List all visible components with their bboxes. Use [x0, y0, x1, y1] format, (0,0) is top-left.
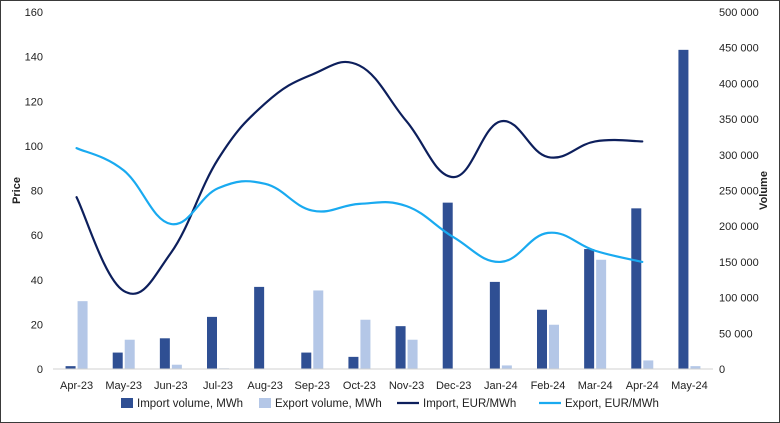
x-tick-label: Nov-23	[389, 380, 424, 392]
bar-import-volume-mwh	[442, 202, 453, 369]
y-left-tick-label: 40	[31, 275, 43, 287]
bar-export-volume-mwh	[77, 301, 88, 369]
y-right-tick-label: 350 000	[719, 114, 759, 126]
bar-import-volume-mwh	[537, 309, 547, 369]
y-right-tick-label: 50 000	[719, 328, 753, 340]
x-tick-label: Apr-24	[626, 380, 659, 392]
bar-export-volume-mwh	[643, 360, 654, 369]
bar-export-volume-mwh	[549, 324, 559, 369]
bar-import-volume-mwh	[65, 366, 76, 369]
x-tick-label: Oct-23	[343, 380, 376, 392]
x-tick-label: Aug-23	[247, 380, 282, 392]
y-left-tick-label: 60	[31, 230, 43, 242]
legend-swatch-export-volume-mwh	[259, 398, 271, 408]
bar-import-volume-mwh	[678, 49, 689, 369]
bar-import-volume-mwh	[584, 249, 595, 369]
x-tick-label: Jan-24	[484, 380, 518, 392]
bar-import-volume-mwh	[112, 352, 123, 369]
y-right-axis-title: Volume	[758, 171, 770, 210]
x-tick-label: Jul-23	[203, 380, 233, 392]
bar-export-volume-mwh	[596, 259, 607, 369]
y-right-tick-label: 100 000	[719, 293, 759, 305]
bar-import-volume-mwh	[301, 352, 312, 369]
bar-import-volume-mwh	[254, 286, 265, 369]
bar-export-volume-mwh	[690, 366, 701, 369]
x-tick-label: May-24	[671, 380, 708, 392]
x-tick-label: Apr-23	[60, 380, 93, 392]
legend-label-export-volume-mwh: Export volume, MWh	[275, 398, 382, 410]
y-right-tick-label: 400 000	[719, 78, 759, 90]
y-right-tick-label: 150 000	[719, 257, 759, 269]
legend-label-import-volume-mwh: Import volume, MWh	[137, 398, 243, 410]
x-tick-label: Dec-23	[436, 380, 471, 392]
legend-label-import-eur-mwh: Import, EUR/MWh	[423, 398, 516, 410]
bar-import-volume-mwh	[631, 208, 642, 369]
y-right-tick-label: 450 000	[719, 43, 759, 55]
bar-import-volume-mwh	[348, 356, 359, 369]
x-tick-label: Jun-23	[154, 380, 188, 392]
line-import-eur-mwh	[75, 60, 644, 295]
bar-export-volume-mwh	[313, 290, 324, 369]
y-left-tick-label: 100	[25, 141, 43, 153]
y-left-tick-label: 120	[25, 96, 43, 108]
x-tick-label: May-23	[105, 380, 142, 392]
bar-import-volume-mwh	[489, 281, 500, 369]
bar-export-volume-mwh	[124, 339, 135, 369]
bar-export-volume-mwh	[501, 365, 512, 369]
bar-import-volume-mwh	[207, 316, 217, 369]
x-tick-label: Mar-24	[578, 380, 613, 392]
y-right-tick-label: 300 000	[719, 150, 759, 162]
y-left-tick-label: 20	[31, 319, 43, 331]
bar-export-volume-mwh	[171, 364, 182, 369]
bar-export-volume-mwh	[407, 339, 418, 369]
y-left-tick-label: 140	[25, 52, 43, 64]
x-tick-label: Feb-24	[531, 380, 566, 392]
bar-export-volume-mwh	[360, 319, 371, 369]
bar-import-volume-mwh	[159, 338, 170, 369]
x-tick-label: Sep-23	[295, 380, 330, 392]
y-right-tick-label: 0	[719, 364, 725, 376]
legend-label-export-eur-mwh: Export, EUR/MWh	[565, 398, 659, 410]
legend-swatch-import-volume-mwh	[121, 398, 133, 408]
y-left-tick-label: 0	[37, 364, 43, 376]
y-left-tick-label: 80	[31, 186, 43, 198]
y-left-axis-title: Price	[11, 177, 23, 204]
y-right-tick-label: 250 000	[719, 186, 759, 198]
y-left-tick-label: 160	[25, 7, 43, 19]
y-right-tick-label: 500 000	[719, 7, 759, 19]
y-right-tick-label: 200 000	[719, 221, 759, 233]
line-export-eur-mwh	[75, 147, 644, 264]
bar-import-volume-mwh	[395, 326, 406, 369]
